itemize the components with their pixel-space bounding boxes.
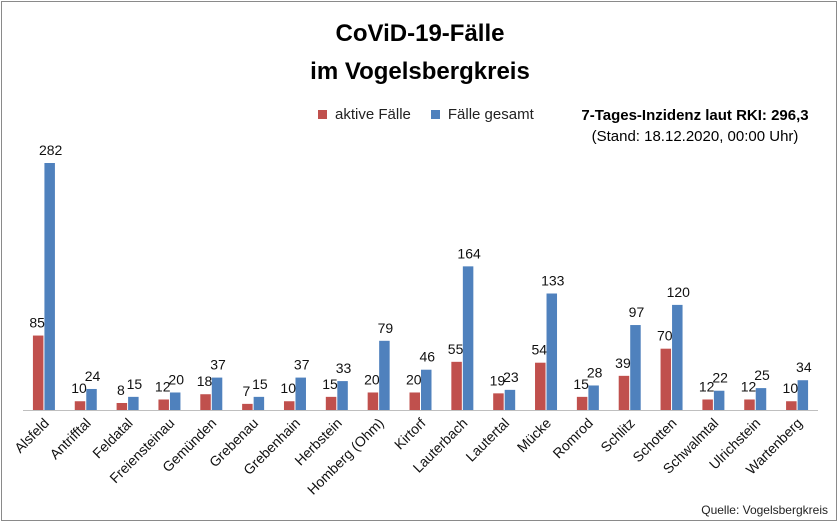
bar-total bbox=[504, 389, 516, 410]
bar-total bbox=[421, 369, 432, 410]
bar-total bbox=[672, 304, 683, 410]
data-label-total: 24 bbox=[85, 368, 101, 384]
data-label-active: 20 bbox=[364, 371, 380, 387]
chart-title: CoViD-19-Fälle bbox=[335, 20, 505, 47]
bar-active bbox=[367, 392, 379, 410]
bar-active bbox=[325, 396, 337, 410]
data-label-total: 37 bbox=[294, 357, 310, 373]
legend-swatch-total bbox=[430, 110, 440, 119]
bar-active bbox=[283, 401, 295, 410]
legend-label-total: Fälle gesamt bbox=[447, 106, 534, 123]
category-label: Kirtorf bbox=[391, 415, 429, 453]
bar-active bbox=[200, 394, 211, 410]
incidence-text: 7-Tages-Inzidenz laut RKI: 296,3 bbox=[581, 107, 809, 124]
category-label: Lautertal bbox=[462, 415, 512, 465]
legend-label-active: aktive Fälle bbox=[335, 106, 411, 123]
stand-text: (Stand: 18.12.2020, 00:00 Uhr) bbox=[591, 128, 799, 145]
bar-total bbox=[253, 396, 265, 410]
chart-subtitle: im Vogelsbergkreis bbox=[310, 58, 530, 85]
bar-active bbox=[576, 396, 588, 410]
bar-active bbox=[242, 403, 253, 410]
legend: aktive Fälle Fälle gesamt bbox=[318, 106, 554, 123]
data-label-total: 37 bbox=[210, 357, 226, 373]
data-label-active: 19 bbox=[490, 372, 506, 388]
bar-active bbox=[618, 375, 630, 410]
legend-item-total: Fälle gesamt bbox=[430, 106, 534, 123]
bar-active bbox=[451, 361, 462, 410]
data-label-active: 8 bbox=[117, 382, 125, 398]
data-label-total: 28 bbox=[587, 364, 603, 380]
data-label-active: 85 bbox=[29, 315, 45, 331]
data-label-total: 23 bbox=[503, 369, 519, 385]
data-label-active: 12 bbox=[741, 378, 757, 394]
bar-active bbox=[158, 399, 169, 410]
category-label: Romrod bbox=[549, 415, 596, 462]
bar-total bbox=[379, 340, 390, 410]
bar-total bbox=[211, 377, 223, 410]
bar-total bbox=[169, 392, 181, 410]
bar-active bbox=[409, 392, 420, 410]
data-label-total: 164 bbox=[457, 245, 481, 261]
bar-total bbox=[588, 385, 599, 410]
data-label-total: 120 bbox=[667, 284, 691, 300]
bar-active bbox=[74, 401, 86, 410]
data-label-total: 79 bbox=[378, 320, 394, 336]
data-label-active: 12 bbox=[155, 378, 171, 394]
data-label-active: 54 bbox=[531, 342, 547, 358]
data-label-active: 15 bbox=[573, 376, 589, 392]
data-label-active: 55 bbox=[448, 341, 464, 357]
legend-swatch-active bbox=[318, 110, 327, 119]
bar-total bbox=[295, 377, 306, 410]
bar-active bbox=[116, 402, 128, 410]
data-label-active: 15 bbox=[322, 376, 338, 392]
bar-active bbox=[744, 399, 755, 410]
bar-total bbox=[128, 396, 139, 410]
data-label-total: 282 bbox=[39, 142, 63, 158]
bar-total bbox=[755, 388, 767, 410]
bar-total bbox=[86, 388, 97, 410]
bar-total bbox=[337, 381, 348, 410]
data-label-total: 22 bbox=[712, 370, 728, 386]
bar-total bbox=[462, 266, 474, 410]
category-label: Antrifftal bbox=[46, 415, 93, 462]
data-label-active: 10 bbox=[280, 380, 296, 396]
bar-total bbox=[546, 293, 558, 410]
data-label-active: 18 bbox=[197, 373, 213, 389]
data-label-total: 20 bbox=[168, 371, 184, 387]
data-label-total: 33 bbox=[336, 360, 352, 376]
data-label-active: 10 bbox=[783, 380, 799, 396]
data-label-total: 34 bbox=[796, 359, 812, 375]
data-label-active: 7 bbox=[242, 383, 250, 399]
bar-active bbox=[660, 348, 672, 410]
data-label-total: 97 bbox=[629, 304, 645, 320]
data-label-total: 25 bbox=[754, 367, 770, 383]
legend-item-active: aktive Fälle bbox=[318, 106, 411, 123]
data-label-total: 15 bbox=[252, 376, 268, 392]
category-label: Homberg (Ohm) bbox=[304, 415, 387, 498]
data-label-active: 20 bbox=[406, 371, 422, 387]
category-label: Mücke bbox=[514, 415, 555, 456]
data-label-active: 39 bbox=[615, 355, 631, 371]
data-label-active: 12 bbox=[699, 378, 715, 394]
bar-active bbox=[32, 335, 44, 410]
bar-total bbox=[797, 380, 809, 410]
data-label-active: 70 bbox=[657, 328, 673, 344]
bar-total bbox=[630, 325, 641, 410]
category-label: Alsfeld bbox=[11, 415, 52, 456]
data-label-total: 15 bbox=[127, 376, 143, 392]
category-label: Schlitz bbox=[597, 415, 637, 455]
data-label-active: 10 bbox=[71, 380, 87, 396]
bar-total bbox=[44, 163, 55, 410]
bar-active bbox=[493, 393, 504, 410]
bar-active bbox=[535, 362, 546, 410]
bar-total bbox=[713, 390, 725, 410]
data-label-total: 46 bbox=[419, 349, 435, 365]
source-note: Quelle: Vogelsbergkreis bbox=[701, 503, 828, 517]
data-label-total: 133 bbox=[541, 273, 565, 289]
bar-active bbox=[702, 399, 713, 410]
bar-active bbox=[786, 401, 797, 410]
